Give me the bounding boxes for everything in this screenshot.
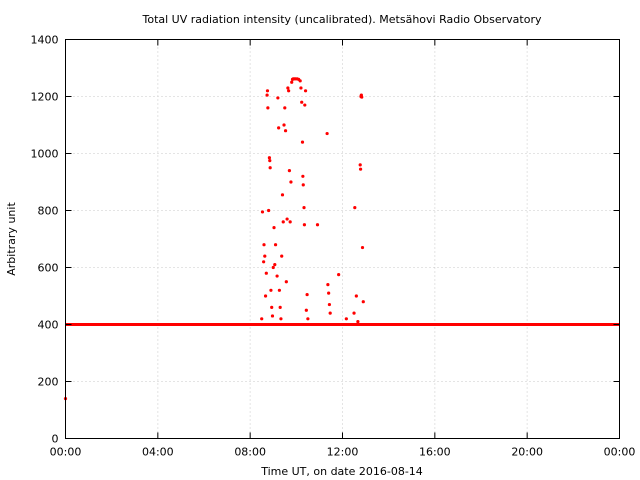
- data-point: [280, 193, 285, 197]
- data-point: [283, 129, 288, 133]
- data-point: [299, 86, 303, 90]
- data-point: [273, 243, 278, 247]
- data-point: [344, 317, 348, 321]
- data-point: [288, 220, 292, 224]
- data-point: [264, 271, 268, 275]
- y-tick-label: 1200: [31, 91, 59, 104]
- y-tick-label: 1000: [31, 148, 59, 161]
- data-point: [352, 311, 356, 315]
- data-point: [260, 210, 265, 214]
- data-point: [303, 89, 308, 93]
- data-point: [361, 300, 365, 304]
- data-point: [327, 302, 332, 307]
- data-point: [269, 288, 273, 292]
- data-point: [267, 208, 271, 213]
- data-point: [353, 206, 357, 210]
- data-point: [327, 291, 331, 295]
- data-point: [360, 95, 364, 99]
- data-point: [273, 263, 277, 267]
- data-point: [270, 314, 275, 318]
- x-tick-label: 04:00: [142, 446, 174, 459]
- data-point: [285, 217, 289, 221]
- data-points: [63, 77, 365, 401]
- data-point: [262, 243, 266, 247]
- data-point: [315, 223, 320, 227]
- data-point: [283, 106, 287, 110]
- data-point: [305, 292, 309, 297]
- data-point: [281, 220, 285, 224]
- data-point: [271, 265, 275, 270]
- data-point: [276, 96, 280, 100]
- data-point: [356, 320, 360, 324]
- data-point: [303, 103, 307, 107]
- data-point: [298, 79, 302, 83]
- data-point: [302, 206, 306, 210]
- data-point: [328, 311, 332, 315]
- data-point: [282, 123, 286, 127]
- x-tick-label: 08:00: [234, 446, 266, 459]
- data-point: [300, 140, 305, 144]
- data-point: [287, 89, 291, 93]
- y-tick-label: 800: [38, 205, 59, 218]
- data-point: [289, 180, 293, 184]
- data-point: [268, 159, 272, 163]
- data-point: [272, 226, 276, 230]
- data-point: [270, 305, 274, 309]
- data-point: [279, 317, 283, 321]
- data-point: [263, 294, 268, 298]
- data-point: [290, 80, 294, 84]
- y-axis-label: Arbitrary unit: [5, 202, 18, 276]
- data-point: [266, 106, 270, 110]
- data-point: [354, 294, 358, 298]
- data-point: [304, 308, 308, 312]
- data-point: [301, 174, 305, 178]
- data-point: [306, 317, 310, 321]
- data-point: [267, 156, 272, 160]
- x-tick-label: 12:00: [327, 446, 359, 459]
- x-axis-ticks: 00:00 04:00 08:00 12:00 16:00 20:00 00:00: [50, 39, 636, 459]
- plot-frame: [65, 39, 620, 439]
- y-tick-label: 200: [38, 376, 59, 389]
- data-point: [280, 254, 284, 258]
- x-tick-label: 00:00: [604, 446, 636, 459]
- y-tick-label: 0: [52, 433, 59, 446]
- x-tick-label: 20:00: [511, 446, 543, 459]
- y-tick-label: 600: [38, 262, 59, 275]
- data-point: [263, 254, 267, 258]
- data-point: [275, 274, 279, 278]
- chart-title: Total UV radiation intensity (uncalibrat…: [142, 13, 542, 26]
- data-point: [360, 245, 365, 250]
- x-tick-label: 16:00: [419, 446, 451, 459]
- y-axis-ticks: 0 200 400 600 800 1000 1200 1400: [31, 34, 620, 446]
- grid: [65, 39, 620, 439]
- data-point: [286, 86, 290, 90]
- data-point: [284, 280, 288, 284]
- data-point: [278, 305, 282, 309]
- data-point: [301, 183, 305, 187]
- data-point: [302, 223, 307, 227]
- x-tick-label: 00:00: [50, 446, 82, 459]
- data-point: [287, 169, 292, 173]
- data-point: [262, 260, 266, 264]
- y-tick-label: 400: [38, 319, 59, 332]
- data-point: [260, 317, 264, 321]
- data-point: [300, 100, 304, 104]
- data-point: [325, 131, 329, 136]
- data-point: [358, 167, 363, 171]
- data-point: [268, 166, 272, 170]
- data-point: [326, 283, 330, 287]
- data-point: [337, 273, 341, 277]
- y-tick-label: 1400: [31, 34, 59, 47]
- data-point: [277, 126, 281, 130]
- x-axis-label: Time UT, on date 2016-08-14: [260, 465, 423, 478]
- data-point: [358, 163, 362, 167]
- data-point: [277, 288, 282, 292]
- data-point: [265, 89, 270, 93]
- data-point: [265, 93, 269, 97]
